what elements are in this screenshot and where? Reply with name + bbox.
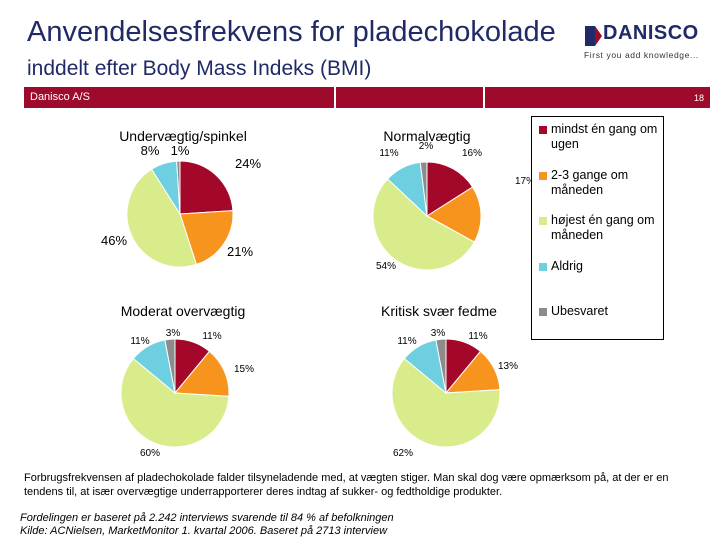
data-label: 3% (166, 328, 181, 339)
bar-divider (334, 87, 336, 108)
logo-tagline: First you add knowledge... (584, 50, 699, 60)
legend-label: Ubesvaret (551, 304, 608, 318)
data-label: 16% (462, 148, 482, 159)
source-line-origin: Kilde: ACNielsen, MarketMonitor 1. kvart… (20, 525, 388, 537)
pie-title: Moderat overvægtig (121, 303, 246, 319)
pie-slice (173, 350, 230, 397)
legend-label: 2-3 gange om måneden (551, 168, 629, 197)
data-label: 11% (379, 148, 398, 159)
legend-swatch (539, 126, 547, 134)
pie-title: Normalvægtig (383, 128, 470, 144)
bar-divider (483, 87, 485, 108)
data-label: 15% (234, 364, 254, 375)
legend-swatch (539, 217, 547, 225)
page-title: Anvendelsesfrekvens for pladechokolade (27, 16, 556, 48)
pie-slice (164, 338, 176, 394)
pie-title: Kritisk svær fedme (381, 303, 497, 319)
legend-label: højest én gang om måneden (551, 213, 655, 242)
pie-slice (419, 161, 428, 217)
data-label: 3% (431, 328, 446, 339)
pie-slice (391, 357, 501, 448)
legend-swatch (539, 172, 547, 180)
data-label: 11% (468, 331, 487, 342)
logo-name: DANISCO (603, 22, 699, 44)
page-subtitle: inddelt efter Body Mass Indeks (BMI) (27, 57, 372, 80)
pie-slice (179, 160, 234, 215)
data-label: 8% (141, 143, 160, 158)
footnote: Forbrugsfrekvensen af pladechokolade fal… (24, 472, 669, 498)
source-line-basis: Fordelingen er baseret på 2.242 intervie… (20, 512, 394, 524)
data-label: 24% (235, 156, 261, 171)
source-note: Fordelingen er baseret på 2.242 intervie… (20, 512, 670, 538)
data-label: 17% (515, 176, 535, 187)
legend (531, 116, 664, 340)
data-label: 11% (130, 336, 149, 347)
pie-slice (176, 160, 181, 215)
data-label: 54% (376, 261, 396, 272)
data-label: 46% (101, 233, 127, 248)
data-label: 62% (393, 448, 413, 459)
data-label: 13% (498, 361, 518, 372)
legend-label: Aldrig (551, 259, 583, 273)
logo-mark-icon (585, 26, 602, 46)
data-label: 1% (171, 143, 190, 158)
pie-slice (126, 168, 198, 268)
legend-swatch (539, 263, 547, 271)
pie-slice (372, 178, 475, 271)
legend-swatch (539, 308, 547, 316)
legend-label: mindst én gang om ugen (551, 122, 658, 151)
data-label: 21% (227, 244, 253, 259)
pie-slice (179, 210, 234, 266)
data-label: 11% (202, 331, 221, 342)
data-label: 60% (140, 448, 160, 459)
data-label: 2% (419, 141, 434, 152)
pie-slice (435, 338, 447, 394)
slide-number: 18 (693, 93, 704, 103)
pie-slice (426, 186, 482, 243)
pie-title: Undervægtig/spinkel (119, 128, 247, 144)
data-label: 11% (397, 336, 416, 347)
pie-slice (120, 357, 230, 448)
header-bar (24, 87, 710, 108)
company-label: Danisco A/S (30, 91, 90, 103)
pie-slice (426, 161, 474, 217)
